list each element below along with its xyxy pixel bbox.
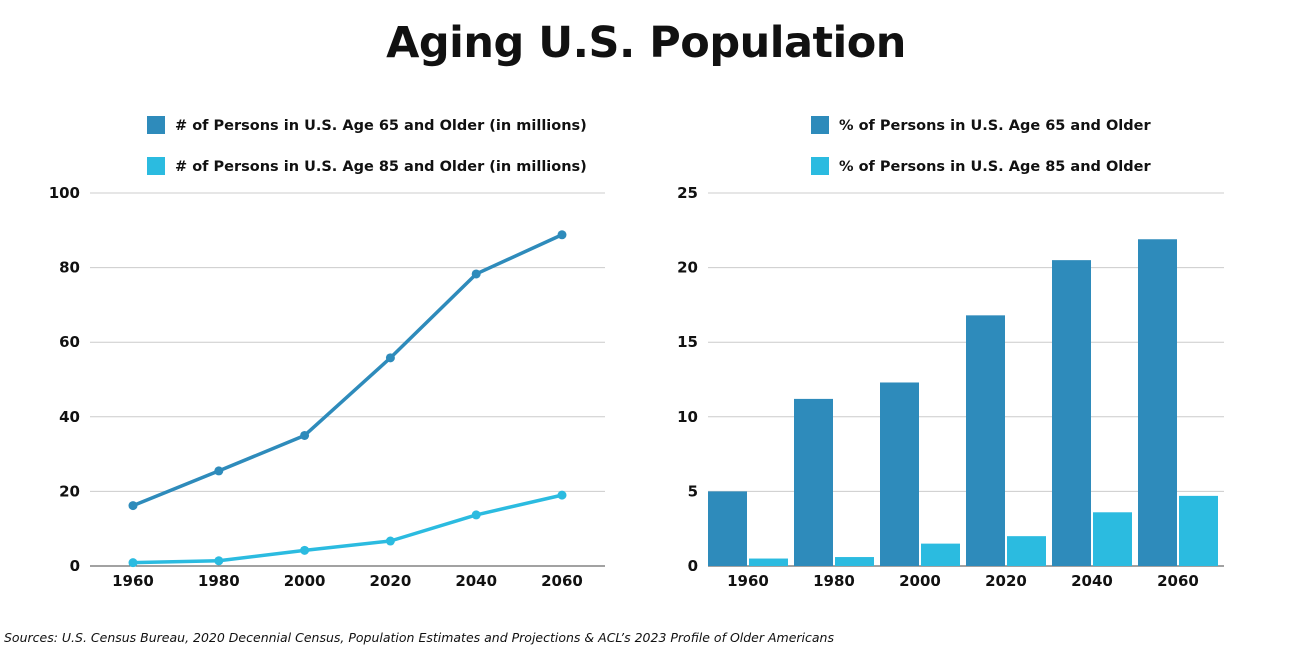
bar xyxy=(921,543,960,566)
x-tick-label: 2020 xyxy=(985,572,1027,590)
chart-title: Aging U.S. Population xyxy=(386,18,906,68)
x-tick-label: 1980 xyxy=(198,572,240,590)
data-point xyxy=(471,269,481,279)
legend-label: # of Persons in U.S. Age 65 and Older (i… xyxy=(175,118,587,134)
data-point xyxy=(300,545,310,555)
y-tick-label: 15 xyxy=(677,333,698,351)
x-tick-label: 1960 xyxy=(112,572,154,590)
sources-note: Sources: U.S. Census Bureau, 2020 Decenn… xyxy=(4,630,834,645)
data-point xyxy=(128,558,138,568)
x-tick-label: 1980 xyxy=(813,572,855,590)
data-point xyxy=(214,466,224,476)
y-tick-label: 20 xyxy=(59,482,80,500)
x-tick-label: 2060 xyxy=(1157,572,1199,590)
legend-swatch xyxy=(147,116,165,134)
bar xyxy=(880,382,919,566)
x-tick-label: 2040 xyxy=(455,572,497,590)
x-tick-label: 1960 xyxy=(727,572,769,590)
bar xyxy=(749,558,788,566)
x-tick-label: 2060 xyxy=(541,572,583,590)
bar xyxy=(1093,512,1132,566)
bar xyxy=(966,315,1005,566)
data-point xyxy=(471,510,481,520)
bar xyxy=(1052,260,1091,566)
data-point xyxy=(300,430,310,440)
bar xyxy=(794,398,833,566)
legend-label: # of Persons in U.S. Age 85 and Older (i… xyxy=(175,159,587,175)
bar xyxy=(1138,239,1177,566)
bar xyxy=(708,491,747,566)
y-tick-label: 40 xyxy=(59,408,80,426)
legend-label: % of Persons in U.S. Age 65 and Older xyxy=(839,118,1151,134)
legend-swatch xyxy=(811,116,829,134)
legend-swatch xyxy=(811,157,829,175)
x-tick-label: 2000 xyxy=(899,572,941,590)
data-point xyxy=(385,353,395,363)
y-tick-label: 80 xyxy=(59,259,80,277)
bar xyxy=(835,557,874,566)
bar xyxy=(1007,536,1046,566)
data-point xyxy=(128,501,138,511)
data-point xyxy=(557,230,567,240)
data-point xyxy=(214,556,224,566)
y-tick-label: 25 xyxy=(677,184,698,202)
legend-swatch xyxy=(147,157,165,175)
series-line xyxy=(131,233,564,508)
series-line xyxy=(131,493,564,565)
y-tick-label: 5 xyxy=(688,482,698,500)
data-point xyxy=(557,490,567,500)
y-tick-label: 20 xyxy=(677,259,698,277)
x-tick-label: 2020 xyxy=(370,572,412,590)
x-tick-label: 2040 xyxy=(1071,572,1113,590)
y-tick-label: 0 xyxy=(70,557,80,575)
bar-chart: % of Persons in U.S. Age 65 and Older % o… xyxy=(677,116,1224,590)
bar xyxy=(1179,495,1218,566)
data-point xyxy=(385,536,395,546)
y-tick-label: 100 xyxy=(49,184,80,202)
line-chart: # of Persons in U.S. Age 65 and Older (i… xyxy=(49,116,605,590)
y-tick-label: 10 xyxy=(677,408,698,426)
x-tick-label: 2000 xyxy=(284,572,326,590)
legend-label: % of Persons in U.S. Age 85 and Older xyxy=(839,159,1151,175)
y-tick-label: 0 xyxy=(688,557,698,575)
y-tick-label: 60 xyxy=(59,333,80,351)
